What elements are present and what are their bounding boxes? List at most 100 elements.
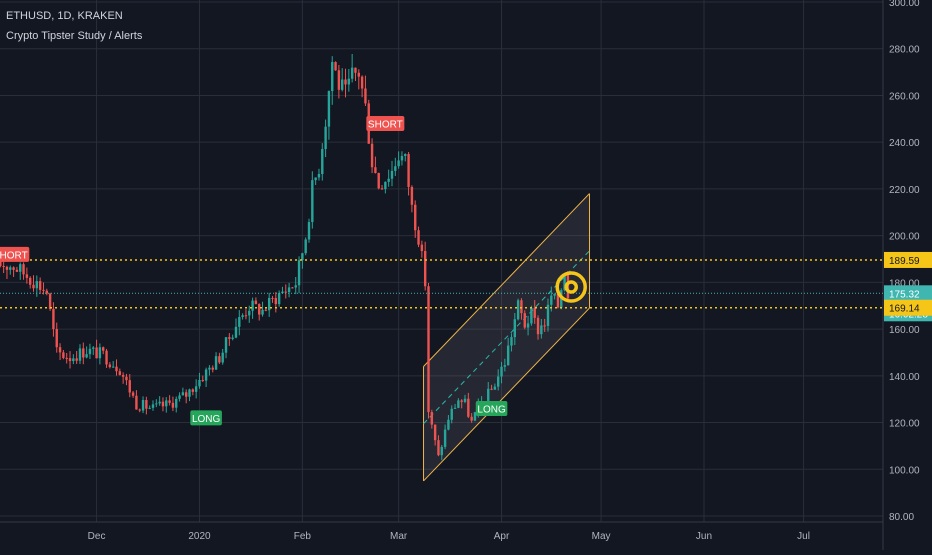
candle-body bbox=[2, 265, 5, 267]
candle-body bbox=[513, 319, 516, 338]
candle-body bbox=[301, 253, 304, 261]
candle-body bbox=[267, 297, 271, 311]
candle-body bbox=[135, 395, 138, 410]
target-circle-outer bbox=[555, 271, 587, 303]
candle-body bbox=[423, 251, 427, 287]
x-tick-label: Feb bbox=[294, 531, 312, 542]
candle-body bbox=[341, 79, 344, 90]
candle-body bbox=[52, 308, 55, 329]
candle-body bbox=[447, 419, 450, 430]
candle-body bbox=[314, 177, 317, 181]
candle-body bbox=[377, 173, 380, 189]
candle-body bbox=[155, 403, 158, 405]
candle-body bbox=[370, 143, 374, 168]
x-tick-label: Jul bbox=[797, 531, 810, 542]
candle-body bbox=[68, 358, 72, 362]
candle-body bbox=[5, 266, 9, 270]
candle-body bbox=[125, 376, 128, 381]
candle-body bbox=[380, 188, 384, 190]
candle-body bbox=[347, 78, 351, 85]
signal-label: SHORT bbox=[368, 119, 403, 130]
candle-body bbox=[214, 356, 218, 370]
study-name[interactable]: Crypto Tipster Study / Alerts bbox=[6, 30, 143, 42]
candle-body bbox=[281, 291, 284, 294]
candle-body bbox=[284, 291, 287, 293]
candle-body bbox=[264, 309, 268, 311]
candle-body bbox=[384, 181, 387, 190]
candle-body bbox=[19, 264, 22, 272]
signal-label: LONG bbox=[477, 405, 506, 416]
signal-long: LONG bbox=[190, 410, 222, 426]
channel-midline bbox=[423, 250, 590, 425]
candle-body bbox=[556, 293, 560, 308]
candle-body bbox=[516, 300, 520, 320]
candle-body bbox=[331, 62, 334, 92]
signal-badge bbox=[0, 246, 30, 262]
candle-body bbox=[407, 154, 410, 187]
candle-body bbox=[231, 337, 234, 339]
symbol-title[interactable]: ETHUSD, 1D, KRAKEN bbox=[6, 10, 123, 22]
candle-body bbox=[224, 337, 228, 353]
candle-body bbox=[417, 230, 420, 245]
candle-body bbox=[141, 400, 145, 411]
candle-body bbox=[168, 400, 171, 403]
candle-body bbox=[98, 347, 102, 359]
signal-short: SHORT bbox=[366, 115, 405, 131]
level-tag: 169.14 bbox=[889, 304, 920, 315]
candle-body bbox=[55, 328, 58, 348]
candle-body bbox=[218, 356, 221, 363]
signal-long: LONG bbox=[475, 401, 508, 417]
y-tick-label: 200.00 bbox=[889, 232, 920, 243]
candle-body bbox=[35, 281, 39, 289]
candle-body bbox=[158, 401, 161, 404]
channel-upper-line bbox=[423, 193, 590, 367]
candle-body bbox=[105, 350, 108, 365]
candle-body bbox=[394, 166, 397, 171]
candle-body bbox=[181, 392, 185, 396]
candle-body bbox=[82, 348, 85, 358]
candle-body bbox=[291, 287, 294, 289]
signal-badge bbox=[190, 410, 222, 426]
candle-body bbox=[506, 345, 510, 366]
candle-body bbox=[42, 289, 45, 291]
candle-body bbox=[45, 290, 48, 294]
candle-body bbox=[22, 264, 25, 275]
candle-body bbox=[241, 315, 244, 318]
signal-badge bbox=[366, 115, 405, 131]
candle-body bbox=[244, 315, 248, 317]
y-tick-label: 300.00 bbox=[889, 0, 920, 9]
candle-body bbox=[543, 325, 546, 327]
x-tick-label: Jun bbox=[696, 531, 712, 542]
candle-body bbox=[420, 244, 424, 252]
candle-body bbox=[95, 347, 98, 359]
candle-body bbox=[563, 275, 566, 291]
y-tick-label: 80.00 bbox=[889, 512, 914, 523]
candle-body bbox=[38, 281, 42, 290]
candle-body bbox=[510, 337, 513, 346]
candle-body bbox=[473, 412, 477, 421]
candle-body bbox=[204, 369, 208, 381]
signal-badge bbox=[475, 401, 508, 417]
candle-body bbox=[523, 313, 526, 328]
candle-body bbox=[321, 149, 324, 175]
candle-body bbox=[536, 317, 540, 335]
candle-body bbox=[497, 376, 500, 387]
candle-body bbox=[350, 67, 354, 79]
candle-body bbox=[530, 308, 533, 324]
candle-body bbox=[526, 323, 530, 328]
y-tick-label: 100.00 bbox=[889, 465, 920, 476]
y-tick-label: 280.00 bbox=[889, 45, 920, 56]
candle-body bbox=[414, 204, 417, 231]
candle-body bbox=[337, 70, 341, 90]
candle-body bbox=[546, 304, 550, 326]
candle-body bbox=[148, 407, 151, 409]
candle-body bbox=[450, 408, 453, 420]
candle-body bbox=[467, 398, 470, 417]
candle-body bbox=[334, 62, 337, 71]
candle-body bbox=[387, 178, 390, 182]
candle-body bbox=[261, 309, 264, 315]
candle-body bbox=[251, 300, 254, 311]
signal-short: SHORT bbox=[0, 246, 30, 262]
